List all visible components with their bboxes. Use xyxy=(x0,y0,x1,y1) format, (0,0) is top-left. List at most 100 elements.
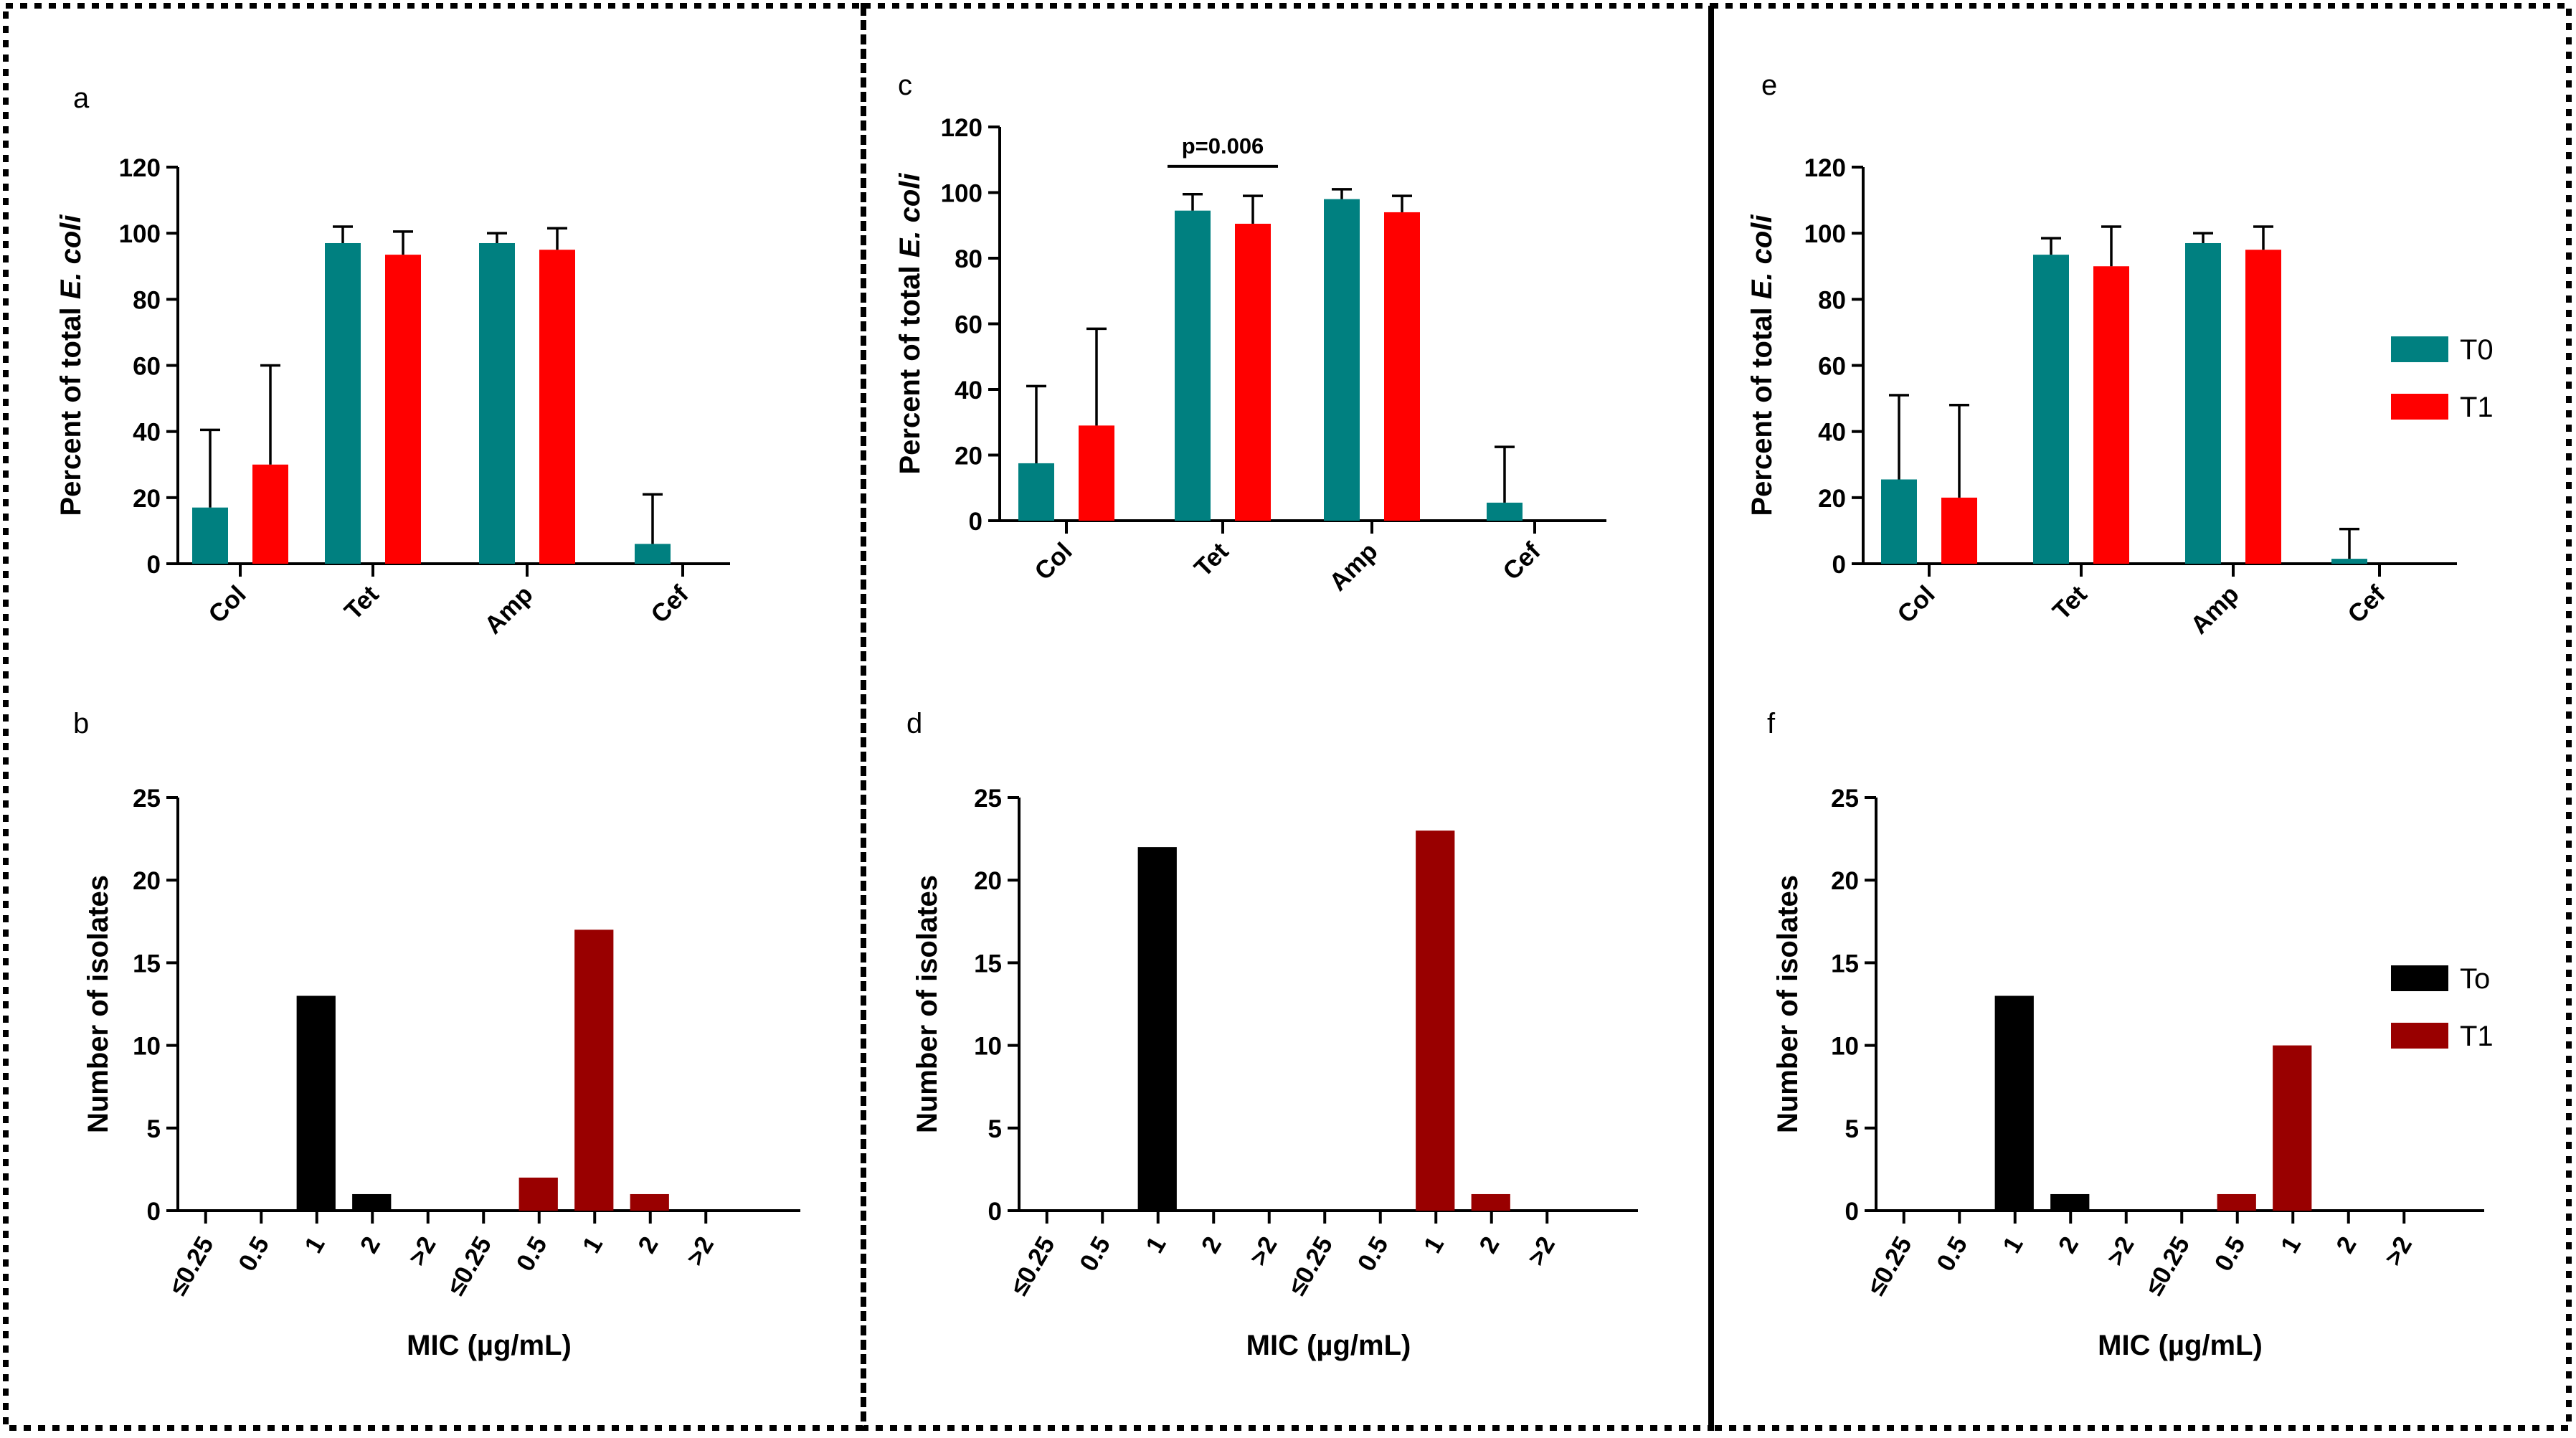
y-tick-label: 20 xyxy=(1831,867,1859,895)
bar-t1-mic-7 xyxy=(574,930,614,1211)
bar-t1-mic-8 xyxy=(1471,1193,1510,1211)
x-tick-label: Tet xyxy=(2047,580,2093,625)
x-tick-label: 2 xyxy=(2331,1232,2362,1258)
y-axis-title-text: Percent of total xyxy=(894,257,926,474)
bar-t1-col xyxy=(252,464,288,564)
y-tick-label: 120 xyxy=(119,154,161,182)
y-tick-label: 0 xyxy=(1845,1198,1859,1226)
x-tick-label: >2 xyxy=(403,1232,442,1271)
y-tick-label: 100 xyxy=(941,180,982,208)
x-tick-label: ≤0.25 xyxy=(164,1232,219,1300)
y-tick-label: 20 xyxy=(955,443,982,470)
bar-t0-col xyxy=(1881,479,1917,564)
y-axis-title-text: Percent of total xyxy=(55,299,87,516)
x-tick-label: 0.5 xyxy=(2210,1232,2251,1277)
bar-t1-col xyxy=(1079,425,1114,521)
bar-t1-tet xyxy=(385,255,421,564)
y-tick-label: 5 xyxy=(1845,1115,1859,1143)
y-tick-label: 0 xyxy=(1832,551,1846,579)
y-tick-label: 40 xyxy=(955,377,982,405)
y-tick-label: 80 xyxy=(133,286,161,314)
bar-t1-amp xyxy=(539,250,575,564)
y-tick-label: 60 xyxy=(955,311,982,339)
x-axis-title: MIC (µg/mL) xyxy=(2098,1330,2263,1361)
x-tick-label: 1 xyxy=(1419,1232,1450,1258)
x-tick-label: 0.5 xyxy=(1353,1232,1394,1277)
y-tick-label: 5 xyxy=(147,1115,161,1143)
y-axis-title: Percent of total E. coli xyxy=(1746,214,1778,516)
x-axis-title: MIC (µg/mL) xyxy=(1246,1330,1411,1361)
x-tick-label: 2 xyxy=(2053,1232,2085,1258)
bar-t1-mic-6 xyxy=(518,1177,558,1211)
y-axis-title-italic: E. coli xyxy=(1746,214,1778,300)
y-tick-label: 10 xyxy=(133,1033,161,1061)
y-tick-label: 25 xyxy=(1831,785,1859,813)
y-tick-label: 20 xyxy=(133,867,161,895)
panel-border-right xyxy=(1708,3,2572,1431)
x-tick-label: 0.5 xyxy=(1074,1232,1116,1277)
bar-to-mic-2 xyxy=(1994,995,2034,1211)
y-tick-label: 20 xyxy=(974,867,1002,895)
panel-letter: b xyxy=(73,708,89,739)
legend-swatch xyxy=(2391,394,2448,420)
x-tick-label: 2 xyxy=(633,1232,664,1258)
legend-label: T1 xyxy=(2460,392,2494,423)
y-axis-title-italic: E. coli xyxy=(55,214,87,300)
y-tick-label: 0 xyxy=(969,508,982,536)
y-tick-label: 40 xyxy=(1818,419,1846,447)
x-axis-title: MIC (µg/mL) xyxy=(407,1330,572,1361)
bar-t1-amp xyxy=(2245,250,2281,564)
x-tick-label: ≤0.25 xyxy=(442,1232,497,1300)
x-tick-label: 0.5 xyxy=(233,1232,275,1277)
y-tick-label: 100 xyxy=(1804,220,1846,248)
panel-letter: f xyxy=(1767,708,1776,739)
bar-t0-cef xyxy=(1487,502,1523,521)
y-tick-label: 0 xyxy=(147,551,161,579)
y-tick-label: 10 xyxy=(1831,1033,1859,1061)
bar-to-mic-3 xyxy=(352,1193,392,1211)
legend-label: T0 xyxy=(2460,334,2494,366)
panel-letter: e xyxy=(1761,70,1777,101)
y-tick-label: 20 xyxy=(133,485,161,513)
x-tick-label: ≤0.25 xyxy=(1283,1232,1338,1300)
y-tick-label: 15 xyxy=(133,950,161,978)
panel-border-left xyxy=(3,3,866,1431)
bar-to-mic-2 xyxy=(1137,847,1177,1211)
panel-letter: d xyxy=(906,708,922,739)
bar-t1-mic-7 xyxy=(2273,1045,2312,1211)
x-tick-label: 1 xyxy=(1997,1232,2029,1258)
y-axis-title: Number of isolates xyxy=(1772,875,1804,1133)
y-axis-title-text: Percent of total xyxy=(1746,299,1778,516)
y-tick-label: 80 xyxy=(1818,286,1846,314)
x-tick-label: 2 xyxy=(355,1232,387,1258)
bar-t0-col xyxy=(1018,463,1054,521)
legend-label: T1 xyxy=(2460,1021,2494,1052)
bar-t0-tet xyxy=(1175,210,1211,521)
y-tick-label: 5 xyxy=(988,1115,1002,1143)
legend-swatch xyxy=(2391,336,2448,362)
x-tick-label: 0.5 xyxy=(511,1232,553,1277)
bar-t0-amp xyxy=(1324,199,1360,521)
x-tick-label: >2 xyxy=(681,1232,719,1271)
y-tick-label: 15 xyxy=(974,950,1002,978)
x-tick-label: ≤0.25 xyxy=(2140,1232,2195,1300)
x-tick-label: Col xyxy=(1029,537,1077,585)
panel-letter: c xyxy=(898,70,912,101)
bar-t1-amp xyxy=(1384,212,1420,521)
x-tick-label: Cef xyxy=(645,580,694,629)
x-tick-label: 1 xyxy=(1140,1232,1172,1258)
y-tick-label: 60 xyxy=(1818,353,1846,381)
x-tick-label: Amp xyxy=(479,580,539,640)
x-tick-label: Amp xyxy=(1324,537,1383,597)
x-tick-label: Cef xyxy=(1497,537,1546,586)
x-tick-label: Col xyxy=(1892,580,1940,628)
x-tick-label: 1 xyxy=(299,1232,331,1258)
significance-label: p=0.006 xyxy=(1182,133,1264,159)
x-tick-label: 0.5 xyxy=(1931,1232,1973,1277)
bar-t1-mic-8 xyxy=(630,1193,669,1211)
x-tick-label: ≤0.25 xyxy=(1005,1232,1060,1300)
panel-letter: a xyxy=(73,82,90,114)
bar-t0-cef xyxy=(635,544,671,564)
bar-t0-tet xyxy=(2033,255,2069,564)
